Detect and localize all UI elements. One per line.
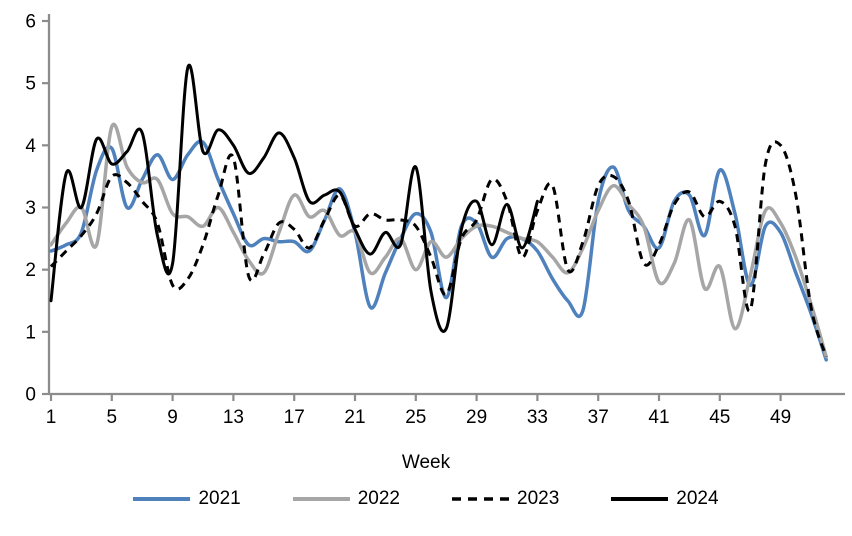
x-tick-label: 45 xyxy=(709,407,730,428)
series-line-2022 xyxy=(49,122,828,359)
x-tick-label: 9 xyxy=(167,407,178,428)
legend-line-2021-icon xyxy=(133,497,191,501)
x-axis-title: Week xyxy=(401,452,451,473)
y-tick-label: 0 xyxy=(25,385,36,406)
x-tick-label: 29 xyxy=(466,407,487,428)
x-tick-label: 5 xyxy=(107,407,118,428)
legend-item-2024[interactable]: 2024 xyxy=(611,488,719,510)
legend-label-2023: 2023 xyxy=(517,488,560,509)
legend-item-2023[interactable]: 2023 xyxy=(452,488,559,510)
x-tick-label: 21 xyxy=(344,407,365,428)
y-tick-label: 1 xyxy=(25,322,36,343)
legend-label-2024: 2024 xyxy=(676,488,719,509)
legend-label-2022: 2022 xyxy=(357,488,400,509)
x-tick-label: 33 xyxy=(527,407,548,428)
legend-item-2021[interactable]: 2021 xyxy=(133,488,241,510)
series-line-2023 xyxy=(49,140,828,358)
series-line-2024 xyxy=(49,63,539,333)
x-tick-label: 17 xyxy=(284,407,305,428)
y-tick-label: 5 xyxy=(25,74,36,95)
x-tick-label: 37 xyxy=(588,407,609,428)
x-tick-label: 13 xyxy=(223,407,244,428)
x-tick-label: 25 xyxy=(405,407,426,428)
legend-item-2022[interactable]: 2022 xyxy=(292,488,400,510)
y-tick-label: 3 xyxy=(25,198,36,219)
x-tick-label: 49 xyxy=(770,407,791,428)
chart-legend: 2021 2022 2023 2024 xyxy=(0,488,852,510)
y-tick-label: 2 xyxy=(25,260,36,281)
legend-line-2024-icon xyxy=(611,497,669,501)
legend-line-2023-icon xyxy=(452,497,509,501)
legend-label-2021: 2021 xyxy=(198,488,241,509)
x-tick-label: 41 xyxy=(648,407,669,428)
legend-line-2022-icon xyxy=(292,497,350,501)
y-tick-label: 4 xyxy=(25,136,36,157)
y-tick-label: 6 xyxy=(25,12,36,33)
x-tick-label: 1 xyxy=(46,407,57,428)
